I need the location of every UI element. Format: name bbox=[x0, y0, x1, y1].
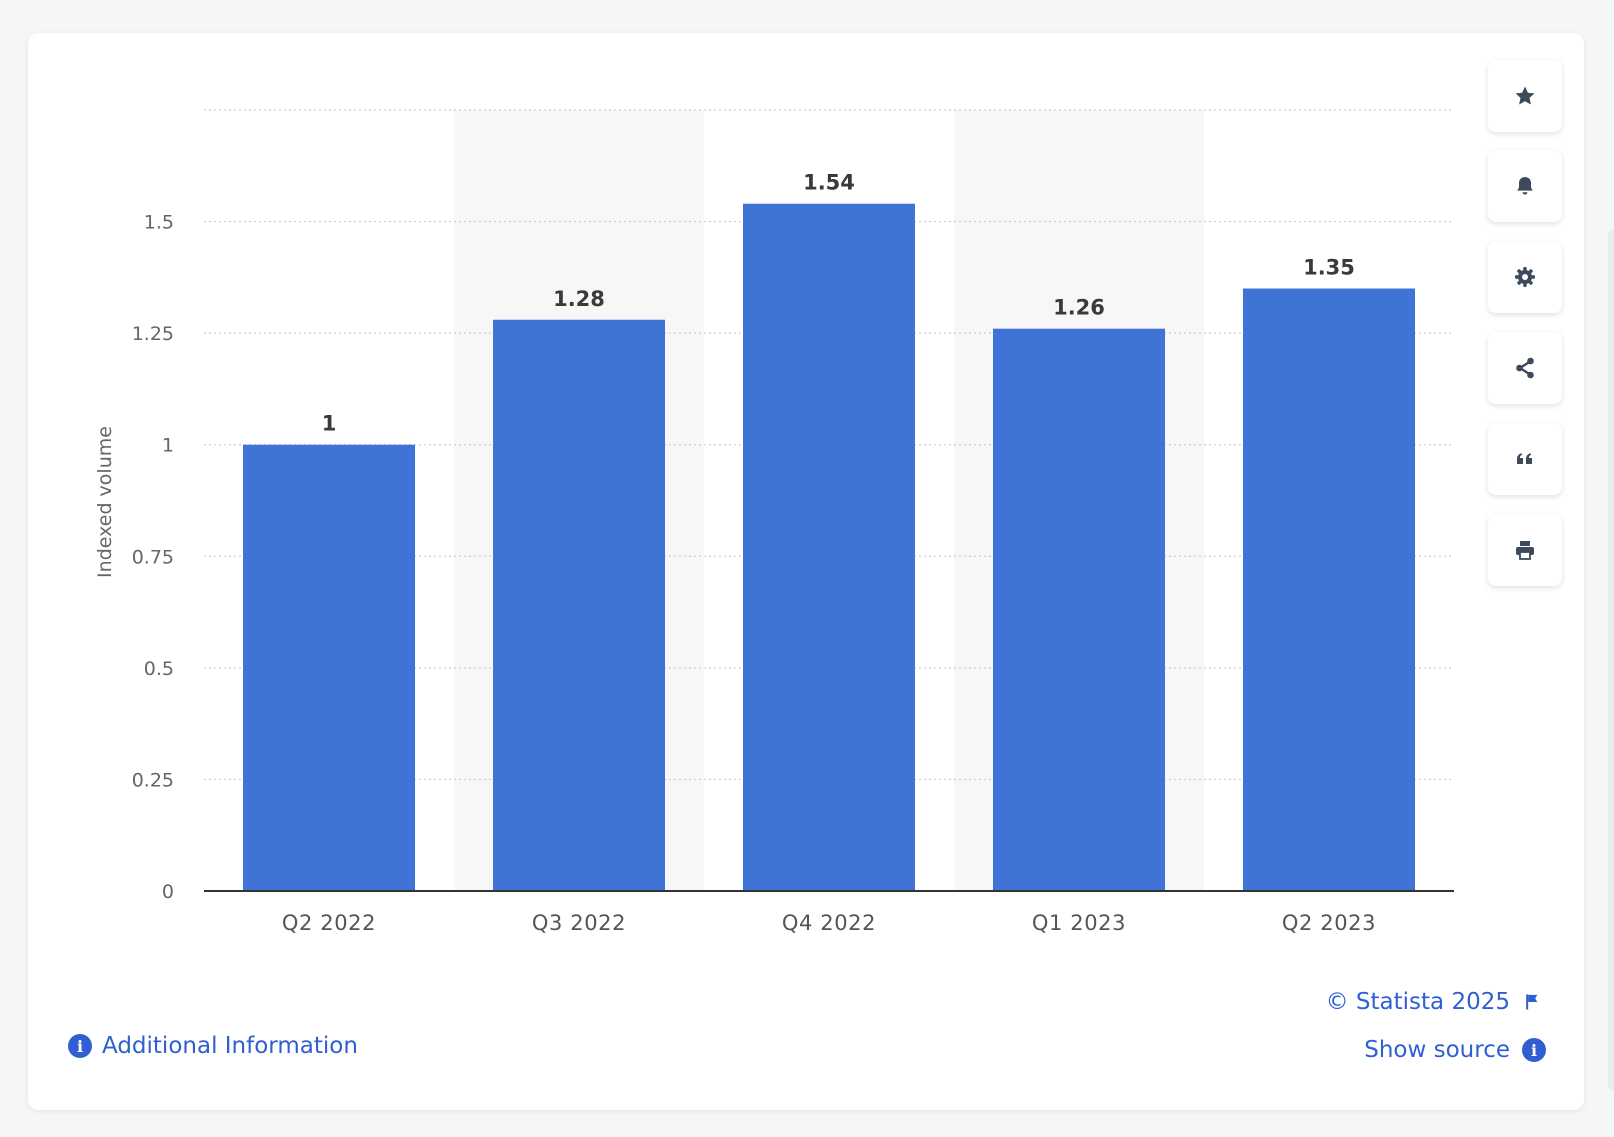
y-tick-label: 1.5 bbox=[144, 212, 174, 234]
bar bbox=[743, 203, 915, 892]
bar bbox=[1243, 288, 1415, 891]
value-labels: 1 1.28 1.54 1.26 1.35 bbox=[322, 171, 1355, 436]
info-icon: i bbox=[68, 1034, 92, 1058]
additional-information-link[interactable]: i Additional Information bbox=[68, 1033, 358, 1059]
x-tick-label: Q1 2023 bbox=[1032, 911, 1126, 935]
y-tick-label: 1.25 bbox=[132, 323, 174, 345]
y-axis-ticks: 0 0.25 0.5 0.75 1 1.25 1.5 bbox=[132, 212, 174, 903]
quote-icon bbox=[1517, 453, 1532, 464]
additional-information-label: Additional Information bbox=[102, 1033, 358, 1059]
settings-button[interactable] bbox=[1488, 241, 1562, 313]
flag-icon bbox=[1526, 994, 1538, 1010]
bars bbox=[243, 203, 1415, 892]
star-icon bbox=[1515, 86, 1535, 105]
y-tick-label: 1 bbox=[162, 435, 174, 457]
notification-button[interactable] bbox=[1488, 150, 1562, 222]
y-tick-label: 0.75 bbox=[132, 546, 174, 568]
bar-value-label: 1 bbox=[322, 412, 337, 436]
bar-value-label: 1.35 bbox=[1303, 256, 1355, 280]
share-button[interactable] bbox=[1488, 332, 1562, 404]
bar bbox=[493, 319, 665, 891]
y-tick-label: 0.5 bbox=[144, 658, 174, 680]
x-axis-ticks: Q2 2022 Q3 2022 Q4 2022 Q1 2023 Q2 2023 bbox=[282, 911, 1376, 935]
share-icon bbox=[1516, 357, 1534, 379]
bar-value-label: 1.54 bbox=[803, 171, 855, 195]
x-tick-label: Q3 2022 bbox=[532, 911, 626, 935]
page-scroll-edge bbox=[1608, 230, 1614, 1090]
printer-icon bbox=[1516, 541, 1534, 560]
y-axis-label: Indexed volume bbox=[94, 426, 116, 578]
x-tick-label: Q2 2023 bbox=[1282, 911, 1376, 935]
bar bbox=[243, 444, 415, 891]
cite-button[interactable] bbox=[1488, 423, 1562, 495]
x-tick-label: Q2 2022 bbox=[282, 911, 376, 935]
show-source-label: Show source bbox=[1364, 1037, 1510, 1063]
y-tick-label: 0.25 bbox=[132, 769, 174, 791]
bar bbox=[993, 328, 1165, 891]
bar-value-label: 1.28 bbox=[553, 287, 605, 311]
print-button[interactable] bbox=[1488, 514, 1562, 586]
info-icon: i bbox=[1522, 1038, 1546, 1062]
show-source-link[interactable]: Show source i bbox=[1364, 1037, 1546, 1063]
statista-copyright-link[interactable]: © Statista 2025 bbox=[1326, 989, 1542, 1015]
bell-icon bbox=[1517, 177, 1533, 195]
y-tick-label: 0 bbox=[162, 881, 174, 903]
copyright-label: © Statista 2025 bbox=[1325, 989, 1510, 1015]
x-tick-label: Q4 2022 bbox=[782, 911, 876, 935]
favorite-button[interactable] bbox=[1488, 60, 1562, 132]
gear-icon bbox=[1515, 267, 1535, 287]
bar-value-label: 1.26 bbox=[1053, 296, 1105, 320]
